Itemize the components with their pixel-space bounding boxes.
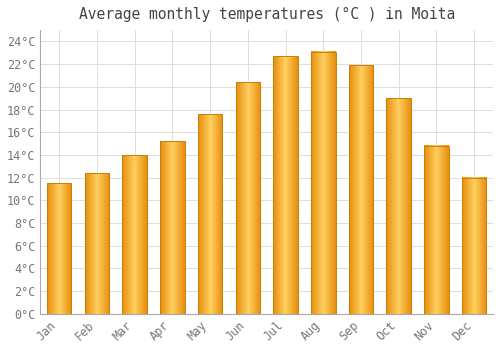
Bar xyxy=(311,52,336,314)
Bar xyxy=(386,98,411,314)
Bar xyxy=(122,155,147,314)
Bar xyxy=(424,146,448,314)
Title: Average monthly temperatures (°C ) in Moita: Average monthly temperatures (°C ) in Mo… xyxy=(78,7,455,22)
Bar xyxy=(84,173,109,314)
Bar xyxy=(274,56,298,314)
Bar xyxy=(198,114,222,314)
Bar xyxy=(348,65,374,314)
Bar xyxy=(462,178,486,314)
Bar xyxy=(236,82,260,314)
Bar xyxy=(47,183,72,314)
Bar xyxy=(160,141,184,314)
